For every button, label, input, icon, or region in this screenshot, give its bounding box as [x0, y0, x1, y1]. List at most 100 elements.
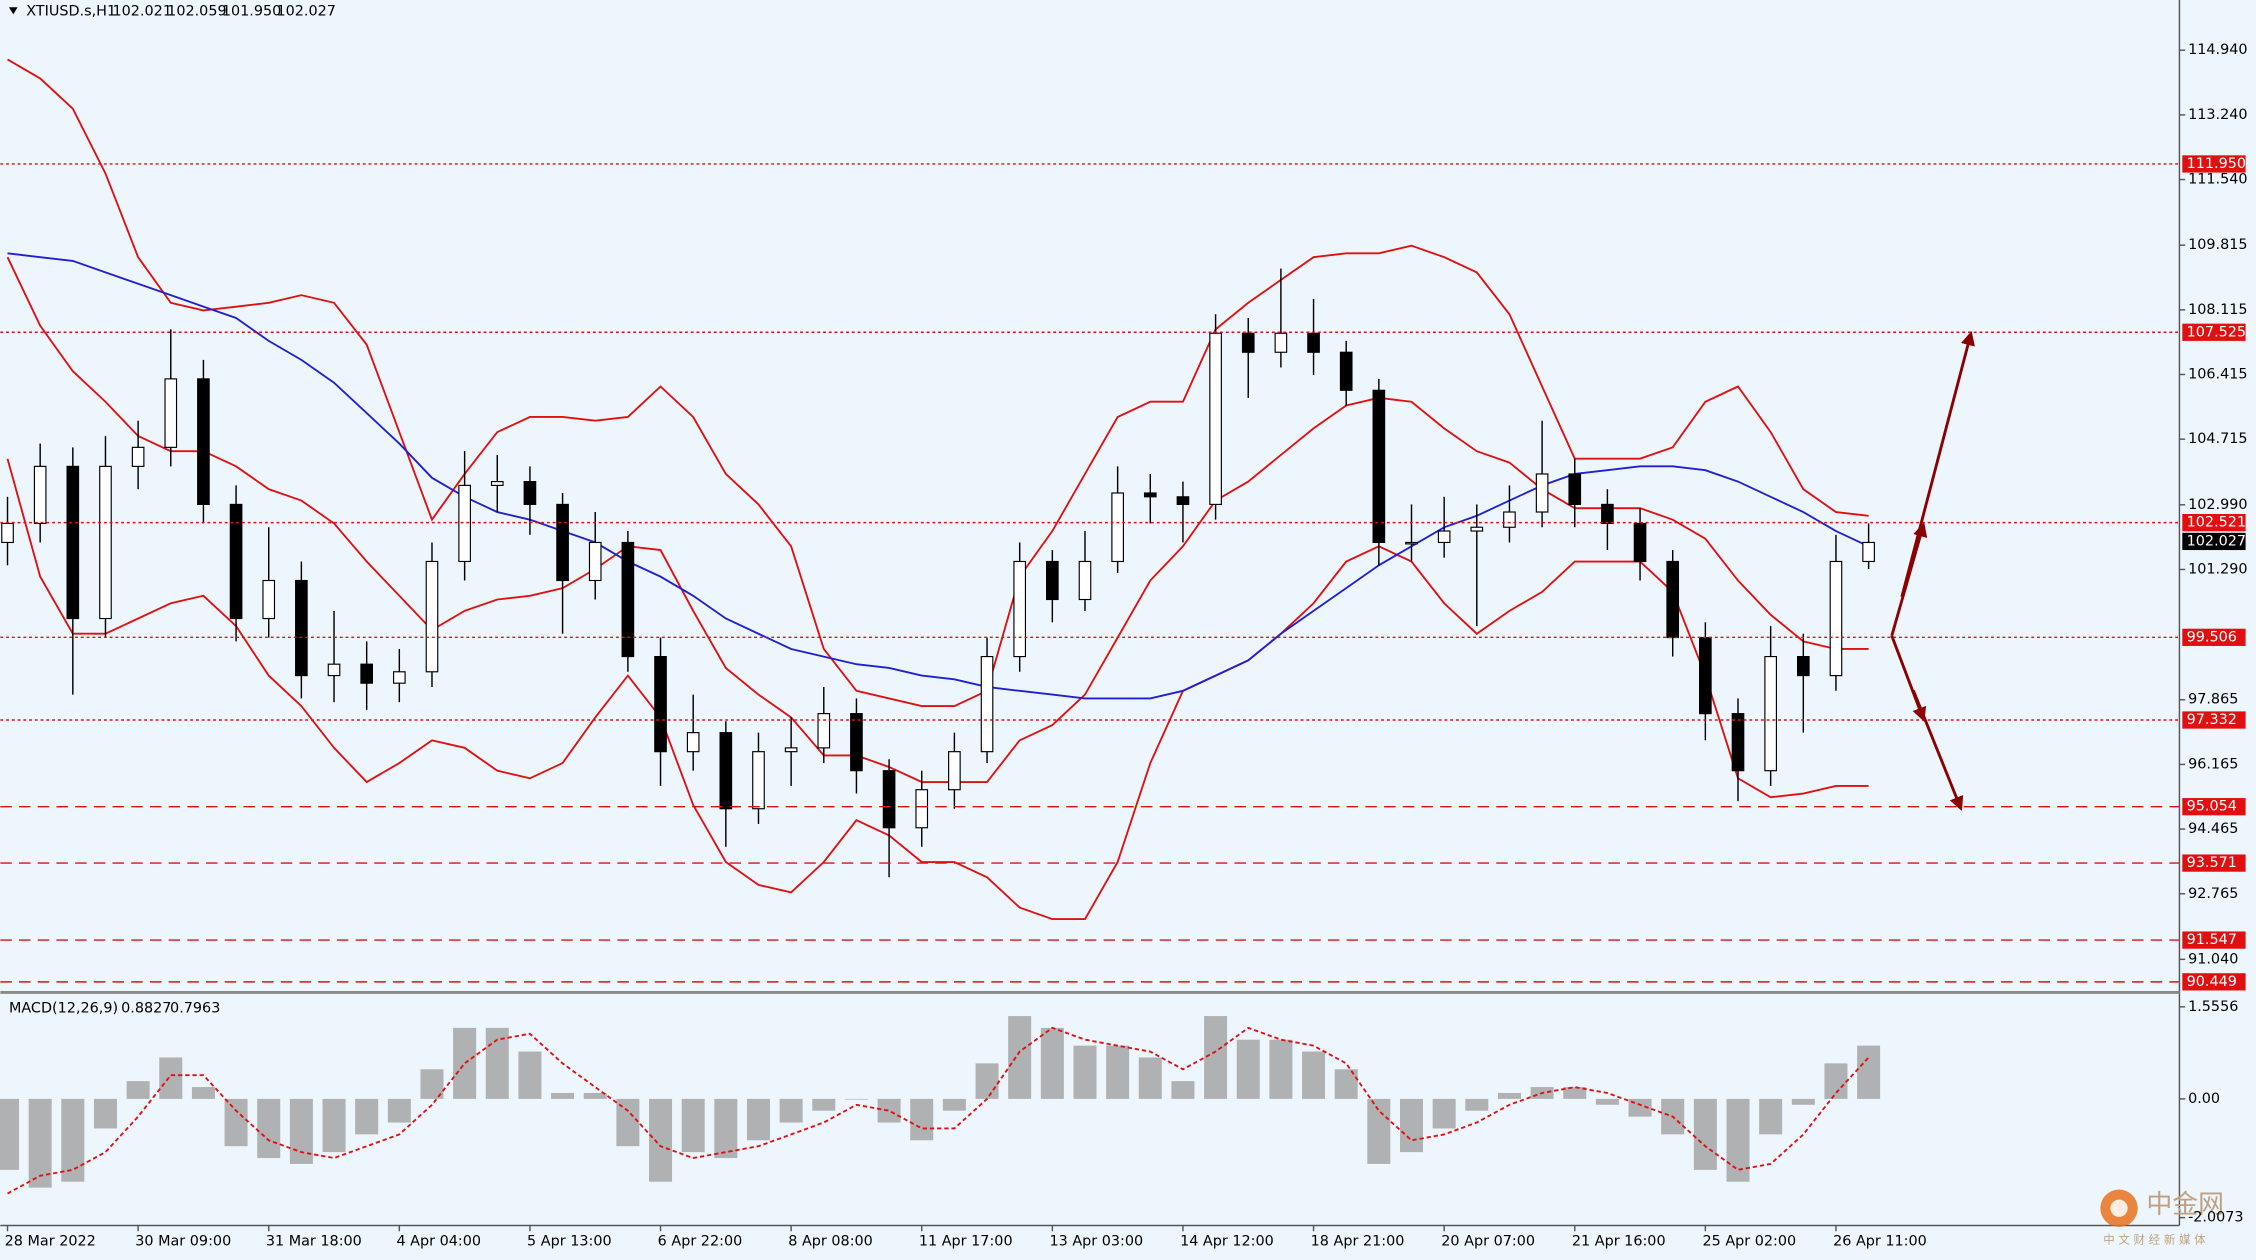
candle-body — [752, 751, 765, 810]
candle-body — [295, 579, 308, 677]
level-label: 90.449 — [2187, 974, 2237, 990]
x-tick-label: 4 Apr 04:00 — [396, 1233, 481, 1249]
x-tick-label: 14 Apr 12:00 — [1180, 1233, 1274, 1249]
candle-body — [915, 789, 929, 829]
candle-body — [1699, 636, 1712, 715]
candle-body — [882, 770, 896, 829]
macd-bar — [779, 1098, 803, 1123]
current-price-box — [2182, 532, 2246, 551]
candle-body — [458, 484, 471, 563]
x-tick-label: 21 Apr 16:00 — [1572, 1233, 1666, 1249]
x-tick-label: 30 Mar 09:00 — [135, 1233, 231, 1249]
header-value: 101.950 — [222, 4, 281, 20]
candle-body — [1046, 560, 1059, 601]
macd-bar — [355, 1098, 379, 1135]
x-tick-label: 20 Apr 07:00 — [1441, 1233, 1535, 1249]
candle-body — [1339, 351, 1353, 391]
candle-body — [980, 655, 994, 753]
candle-body — [1633, 522, 1647, 563]
level-label-box — [2182, 155, 2246, 173]
watermark-logo — [2110, 1199, 2128, 1217]
x-tick-label: 25 Apr 02:00 — [1702, 1233, 1796, 1249]
macd-bar — [1171, 1081, 1195, 1099]
macd-bar — [1204, 1016, 1228, 1099]
candle-body — [1372, 389, 1386, 544]
y-tick-label: 104.715 — [2188, 431, 2247, 447]
macd-bar — [1106, 1045, 1130, 1099]
macd-bar — [453, 1027, 477, 1099]
level-label: 111.950 — [2187, 156, 2246, 172]
candle-body — [131, 446, 145, 467]
candle-body — [425, 560, 439, 673]
candle-body — [327, 663, 341, 677]
macd-bar — [844, 1098, 868, 1100]
candle-body — [392, 671, 406, 684]
plot-area — [0, 58, 2180, 1195]
candle-body — [1568, 473, 1582, 505]
macd-bar — [1595, 1098, 1619, 1105]
candle-body — [1470, 526, 1484, 532]
macd-bar — [1791, 1098, 1815, 1105]
macd-bar — [975, 1063, 999, 1099]
candle-body — [99, 465, 112, 620]
candle-body — [66, 465, 80, 620]
candle-body — [1307, 332, 1320, 353]
y-tick-label: 91.040 — [2188, 951, 2238, 967]
candle-body — [1666, 560, 1680, 639]
level-label-box — [2182, 931, 2246, 949]
header-value: 102.059 — [167, 4, 226, 20]
y-tick-label: 108.115 — [2188, 302, 2247, 318]
candle-body — [1405, 541, 1418, 545]
candle-body — [1796, 655, 1810, 677]
macd-bar — [1073, 1045, 1097, 1099]
y-tick-label: 113.240 — [2188, 107, 2247, 123]
candle-body — [1437, 530, 1451, 544]
watermark-tagline: 中 文 财 经 新 媒 体 — [2103, 1232, 2206, 1246]
header-value: 102.027 — [276, 4, 335, 20]
macd-bar — [387, 1098, 411, 1123]
macd-bar — [1334, 1069, 1358, 1099]
watermark-name: 中金网 — [2146, 1190, 2224, 1220]
macd-bar — [322, 1098, 346, 1153]
candle-body — [197, 378, 210, 505]
y-tick-label: 96.165 — [2188, 756, 2238, 772]
macd-bar — [1008, 1016, 1032, 1099]
indicator-title: MACD(12,26,9) — [9, 1000, 118, 1016]
level-label-box — [2182, 628, 2246, 646]
level-label-box — [2182, 711, 2246, 729]
macd-bar — [1399, 1098, 1424, 1153]
level-label-box — [2182, 973, 2246, 991]
x-tick-label: 6 Apr 22:00 — [658, 1233, 743, 1249]
macd-bar — [61, 1098, 85, 1182]
macd-bar — [1759, 1098, 1783, 1135]
arrow — [1912, 689, 1964, 812]
x-tick-label: 18 Apr 21:00 — [1311, 1233, 1405, 1249]
candle-body — [1862, 541, 1875, 563]
indicator-value: 0.7963 — [170, 1000, 220, 1016]
candle-body — [1, 522, 14, 544]
candle-body — [1078, 560, 1092, 601]
bollinger-band — [6, 458, 1869, 921]
candle-body — [850, 713, 863, 772]
y-tick-label: 102.990 — [2188, 497, 2247, 513]
candle-body — [1764, 655, 1777, 772]
candle-body — [588, 541, 602, 582]
candle-body — [719, 732, 733, 810]
macd-bar — [518, 1051, 542, 1099]
macd-bar — [1563, 1087, 1587, 1099]
moving-average — [7, 252, 1870, 700]
macd-bar — [126, 1081, 150, 1099]
macd-bar — [910, 1098, 934, 1141]
macd-bar — [1726, 1098, 1750, 1182]
y-tick-label: -2.0073 — [2188, 1210, 2243, 1226]
level-label: 97.332 — [2187, 712, 2237, 728]
candle-body — [1176, 496, 1190, 505]
level-label: 93.571 — [2187, 855, 2237, 871]
macd-bar — [28, 1098, 52, 1188]
candle-body — [1601, 503, 1614, 525]
macd-signal — [7, 1026, 1870, 1195]
candle-body — [948, 751, 961, 791]
y-tick-label: 114.940 — [2188, 42, 2247, 58]
candle-body — [686, 732, 700, 753]
